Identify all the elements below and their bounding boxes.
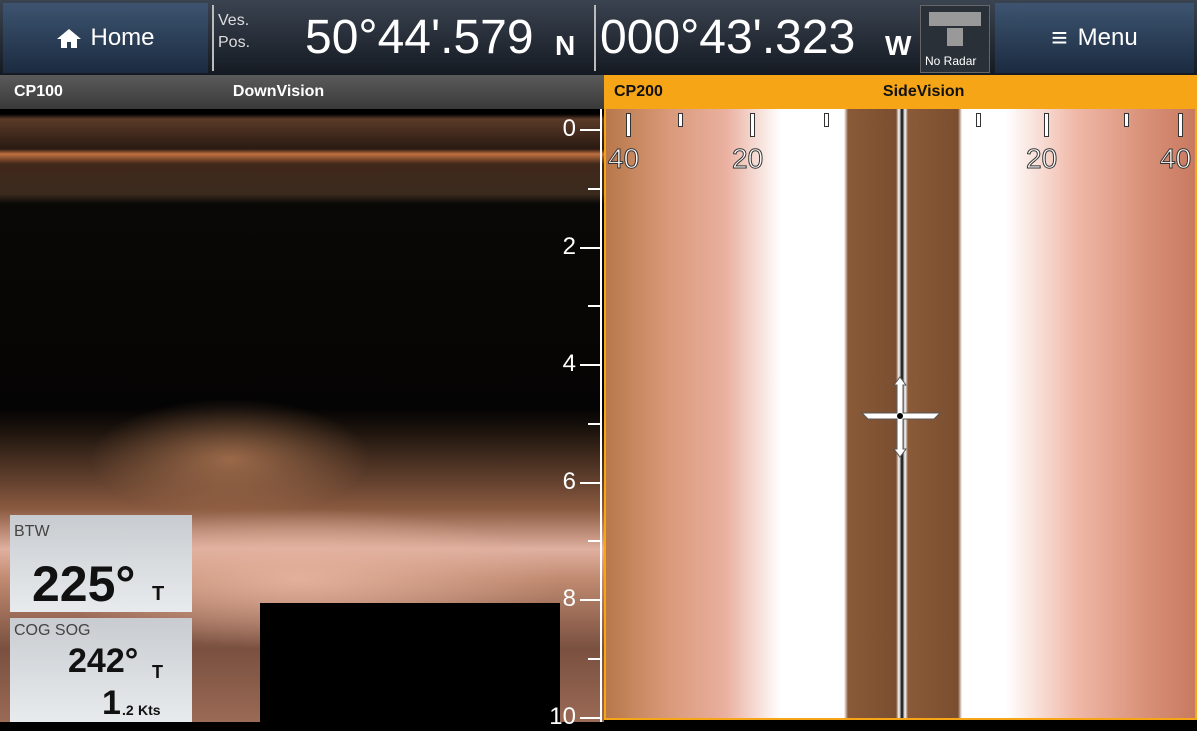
sog-integer: 1 [102, 684, 121, 723]
depth-tick [580, 129, 600, 131]
depth-label: 6 [548, 468, 576, 496]
depth-label: 8 [548, 585, 576, 613]
latitude: 50°44'.579 [305, 10, 534, 65]
right-source: CP200 [614, 83, 663, 101]
radar-label: No Radar [925, 54, 976, 68]
btw-unit: T [152, 583, 164, 606]
home-icon [56, 27, 82, 49]
range-label: 40 [608, 143, 639, 175]
sog-decimal: .2 [122, 702, 134, 718]
page: Home Ves. Pos. 50°44'.579 N 000°43'.323 … [0, 0, 1197, 722]
cursor [860, 375, 944, 459]
right-mode: SideVision [883, 83, 965, 101]
depth-minor-tick [588, 540, 600, 542]
btw-label: BTW [14, 523, 50, 541]
range-minor-tick [976, 113, 981, 127]
home-label: Home [90, 24, 154, 52]
ves-pos: Ves. Pos. [218, 10, 250, 54]
range-minor-tick [1124, 113, 1129, 127]
depth-label: 0 [548, 115, 576, 143]
depth-axis [600, 109, 602, 722]
depth-tick [580, 717, 600, 719]
cog-unit: T [152, 662, 163, 683]
range-label: 20 [1026, 143, 1057, 175]
cog-value: 242° [68, 642, 138, 681]
depth-label: 4 [548, 350, 576, 378]
depth-tick [580, 482, 600, 484]
cog-sog-label: COG SOG [14, 622, 90, 640]
menu-label: Menu [1078, 24, 1138, 52]
blank-area [260, 603, 560, 722]
sog-unit: Kts [138, 702, 161, 718]
range-scale: 40 20 20 40 [604, 109, 1197, 189]
depth-tick [580, 247, 600, 249]
lat-hemisphere: N [555, 30, 575, 62]
btw-value: 225° [32, 555, 135, 613]
left-mode: DownVision [233, 83, 324, 101]
left-header: CP100 DownVision [0, 75, 604, 109]
range-tick [626, 113, 631, 137]
range-label: 20 [732, 143, 763, 175]
pos-label: Pos. [218, 32, 250, 54]
lon-hemisphere: W [885, 30, 911, 62]
cog-sog-box: COG SOG 242° T 1 .2 Kts [10, 618, 192, 722]
depth-tick [580, 364, 600, 366]
range-tick [1044, 113, 1049, 137]
radar-status[interactable]: No Radar [920, 5, 990, 73]
depth-minor-tick [588, 305, 600, 307]
depth-minor-tick [588, 188, 600, 190]
depth-label: 10 [548, 703, 576, 731]
range-tick [1178, 113, 1183, 137]
home-button[interactable]: Home [3, 3, 208, 73]
range-minor-tick [678, 113, 683, 127]
range-minor-tick [824, 113, 829, 127]
depth-minor-tick [588, 423, 600, 425]
depth-minor-tick [588, 658, 600, 660]
depth-label: 2 [548, 233, 576, 261]
top-bar: Home Ves. Pos. 50°44'.579 N 000°43'.323 … [0, 0, 1197, 75]
depth-tick [580, 599, 600, 601]
range-tick [750, 113, 755, 137]
longitude: 000°43'.323 [600, 10, 855, 65]
range-label: 40 [1160, 143, 1191, 175]
btw-box: BTW 225° T [10, 515, 192, 612]
ves-label: Ves. [218, 10, 250, 32]
menu-button[interactable]: ≡ Menu [995, 3, 1194, 73]
right-header: CP200 SideVision [604, 75, 1197, 109]
left-source: CP100 [14, 83, 63, 101]
